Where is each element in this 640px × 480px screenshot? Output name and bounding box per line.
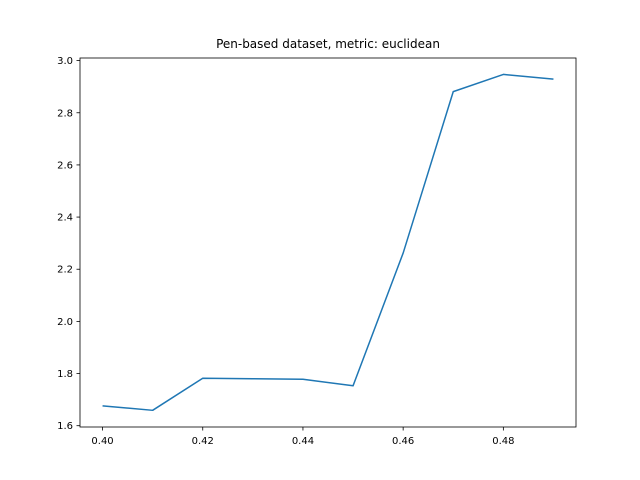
y-tick-label: 1.8 (57, 369, 73, 380)
x-tick-label: 0.42 (192, 436, 214, 447)
x-tick-label: 0.44 (292, 436, 314, 447)
y-tick-label: 2.2 (57, 265, 73, 276)
x-tick-label: 0.48 (492, 436, 514, 447)
y-tick-label: 2.0 (57, 317, 73, 328)
x-tick-label: 0.46 (392, 436, 414, 447)
y-tick-label: 3.0 (57, 56, 73, 67)
chart-title: Pen-based dataset, metric: euclidean (216, 37, 440, 51)
plot-area: 0.40 0.42 0.44 0.46 0.48 1.6 1.8 2.0 2.2 2.4 2.6 2.… (57, 56, 577, 447)
y-tick-label: 1.6 (57, 421, 73, 432)
axes-frame (79, 57, 577, 428)
y-tick-label: 2.4 (57, 213, 73, 224)
y-tick-label: 2.8 (57, 108, 73, 119)
x-tick-label: 0.40 (91, 436, 113, 447)
series-line-0 (102, 73, 554, 412)
y-tick-label: 2.6 (57, 160, 73, 171)
